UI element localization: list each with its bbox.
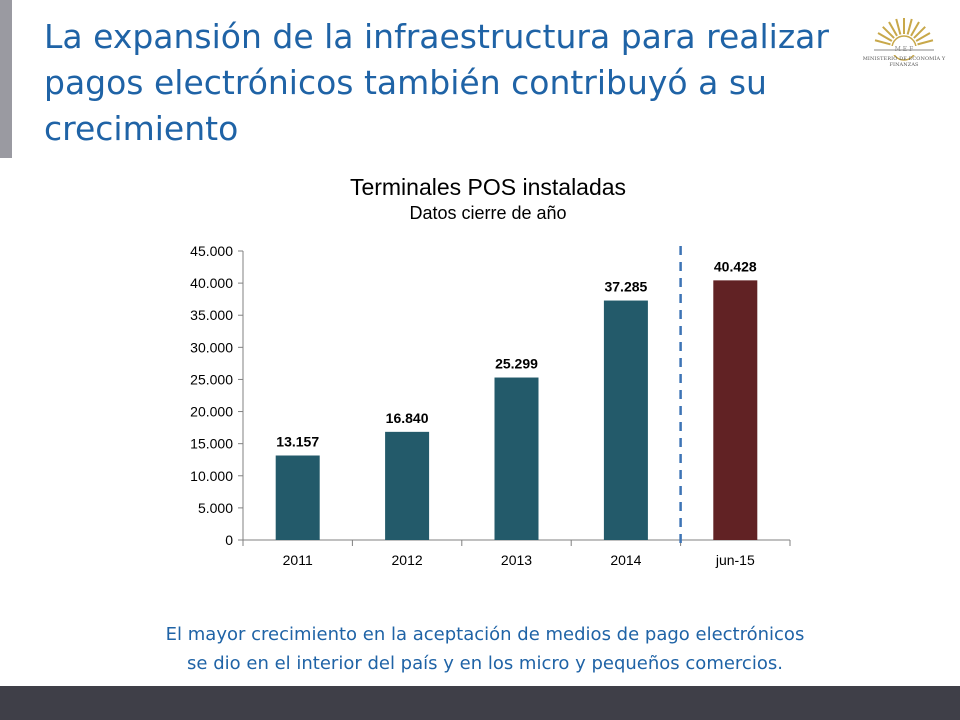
y-tick-label: 5.000 xyxy=(198,500,233,516)
chart-subtitle: Datos cierre de año xyxy=(409,203,567,223)
y-tick-label: 15.000 xyxy=(190,436,233,452)
data-label-2014: 37.285 xyxy=(604,279,647,295)
y-tick-label: 10.000 xyxy=(190,468,233,484)
y-tick-label: 40.000 xyxy=(190,275,233,291)
y-tick-label: 30.000 xyxy=(190,339,233,355)
side-accent-bar xyxy=(0,0,12,158)
data-label-2013: 25.299 xyxy=(495,356,538,372)
footnote-line-2: se dio en el interior del país y en los … xyxy=(187,653,783,674)
x-tick-label-2013: 2013 xyxy=(501,552,532,568)
y-tick-label: 45.000 xyxy=(190,243,233,259)
logo-text: MINISTERIO DE ECONOMÍA Y FINANZAS xyxy=(862,56,946,68)
y-tick-label: 0 xyxy=(225,532,233,548)
bar-2012 xyxy=(385,431,430,540)
chart-title: Terminales POS instaladas xyxy=(349,174,627,200)
bar-jun-15 xyxy=(713,280,758,540)
x-tick-label-2014: 2014 xyxy=(610,552,641,568)
bar-2013 xyxy=(494,377,539,540)
data-label-2012: 16.840 xyxy=(386,410,429,426)
x-tick-label-2012: 2012 xyxy=(392,552,423,568)
data-label-jun-15: 40.428 xyxy=(714,258,757,274)
x-tick-label-2011: 2011 xyxy=(283,552,313,568)
y-tick-label: 20.000 xyxy=(190,404,233,420)
y-tick-label: 35.000 xyxy=(190,307,233,323)
y-tick-label: 25.000 xyxy=(190,371,233,387)
x-tick-label-jun-15: jun-15 xyxy=(715,552,755,568)
slide-title: La expansión de la infraestructura para … xyxy=(44,17,829,148)
footnote-line-1: El mayor crecimiento en la aceptación de… xyxy=(165,624,805,645)
ministry-logo-icon: M E F xyxy=(874,18,934,61)
bar-2014 xyxy=(603,300,648,540)
data-label-2011: 13.157 xyxy=(276,434,319,450)
svg-text:M E F: M E F xyxy=(895,46,914,53)
bar-2011 xyxy=(275,455,320,540)
footnote: El mayor crecimiento en la aceptación de… xyxy=(60,620,910,678)
footer-band xyxy=(0,686,960,720)
